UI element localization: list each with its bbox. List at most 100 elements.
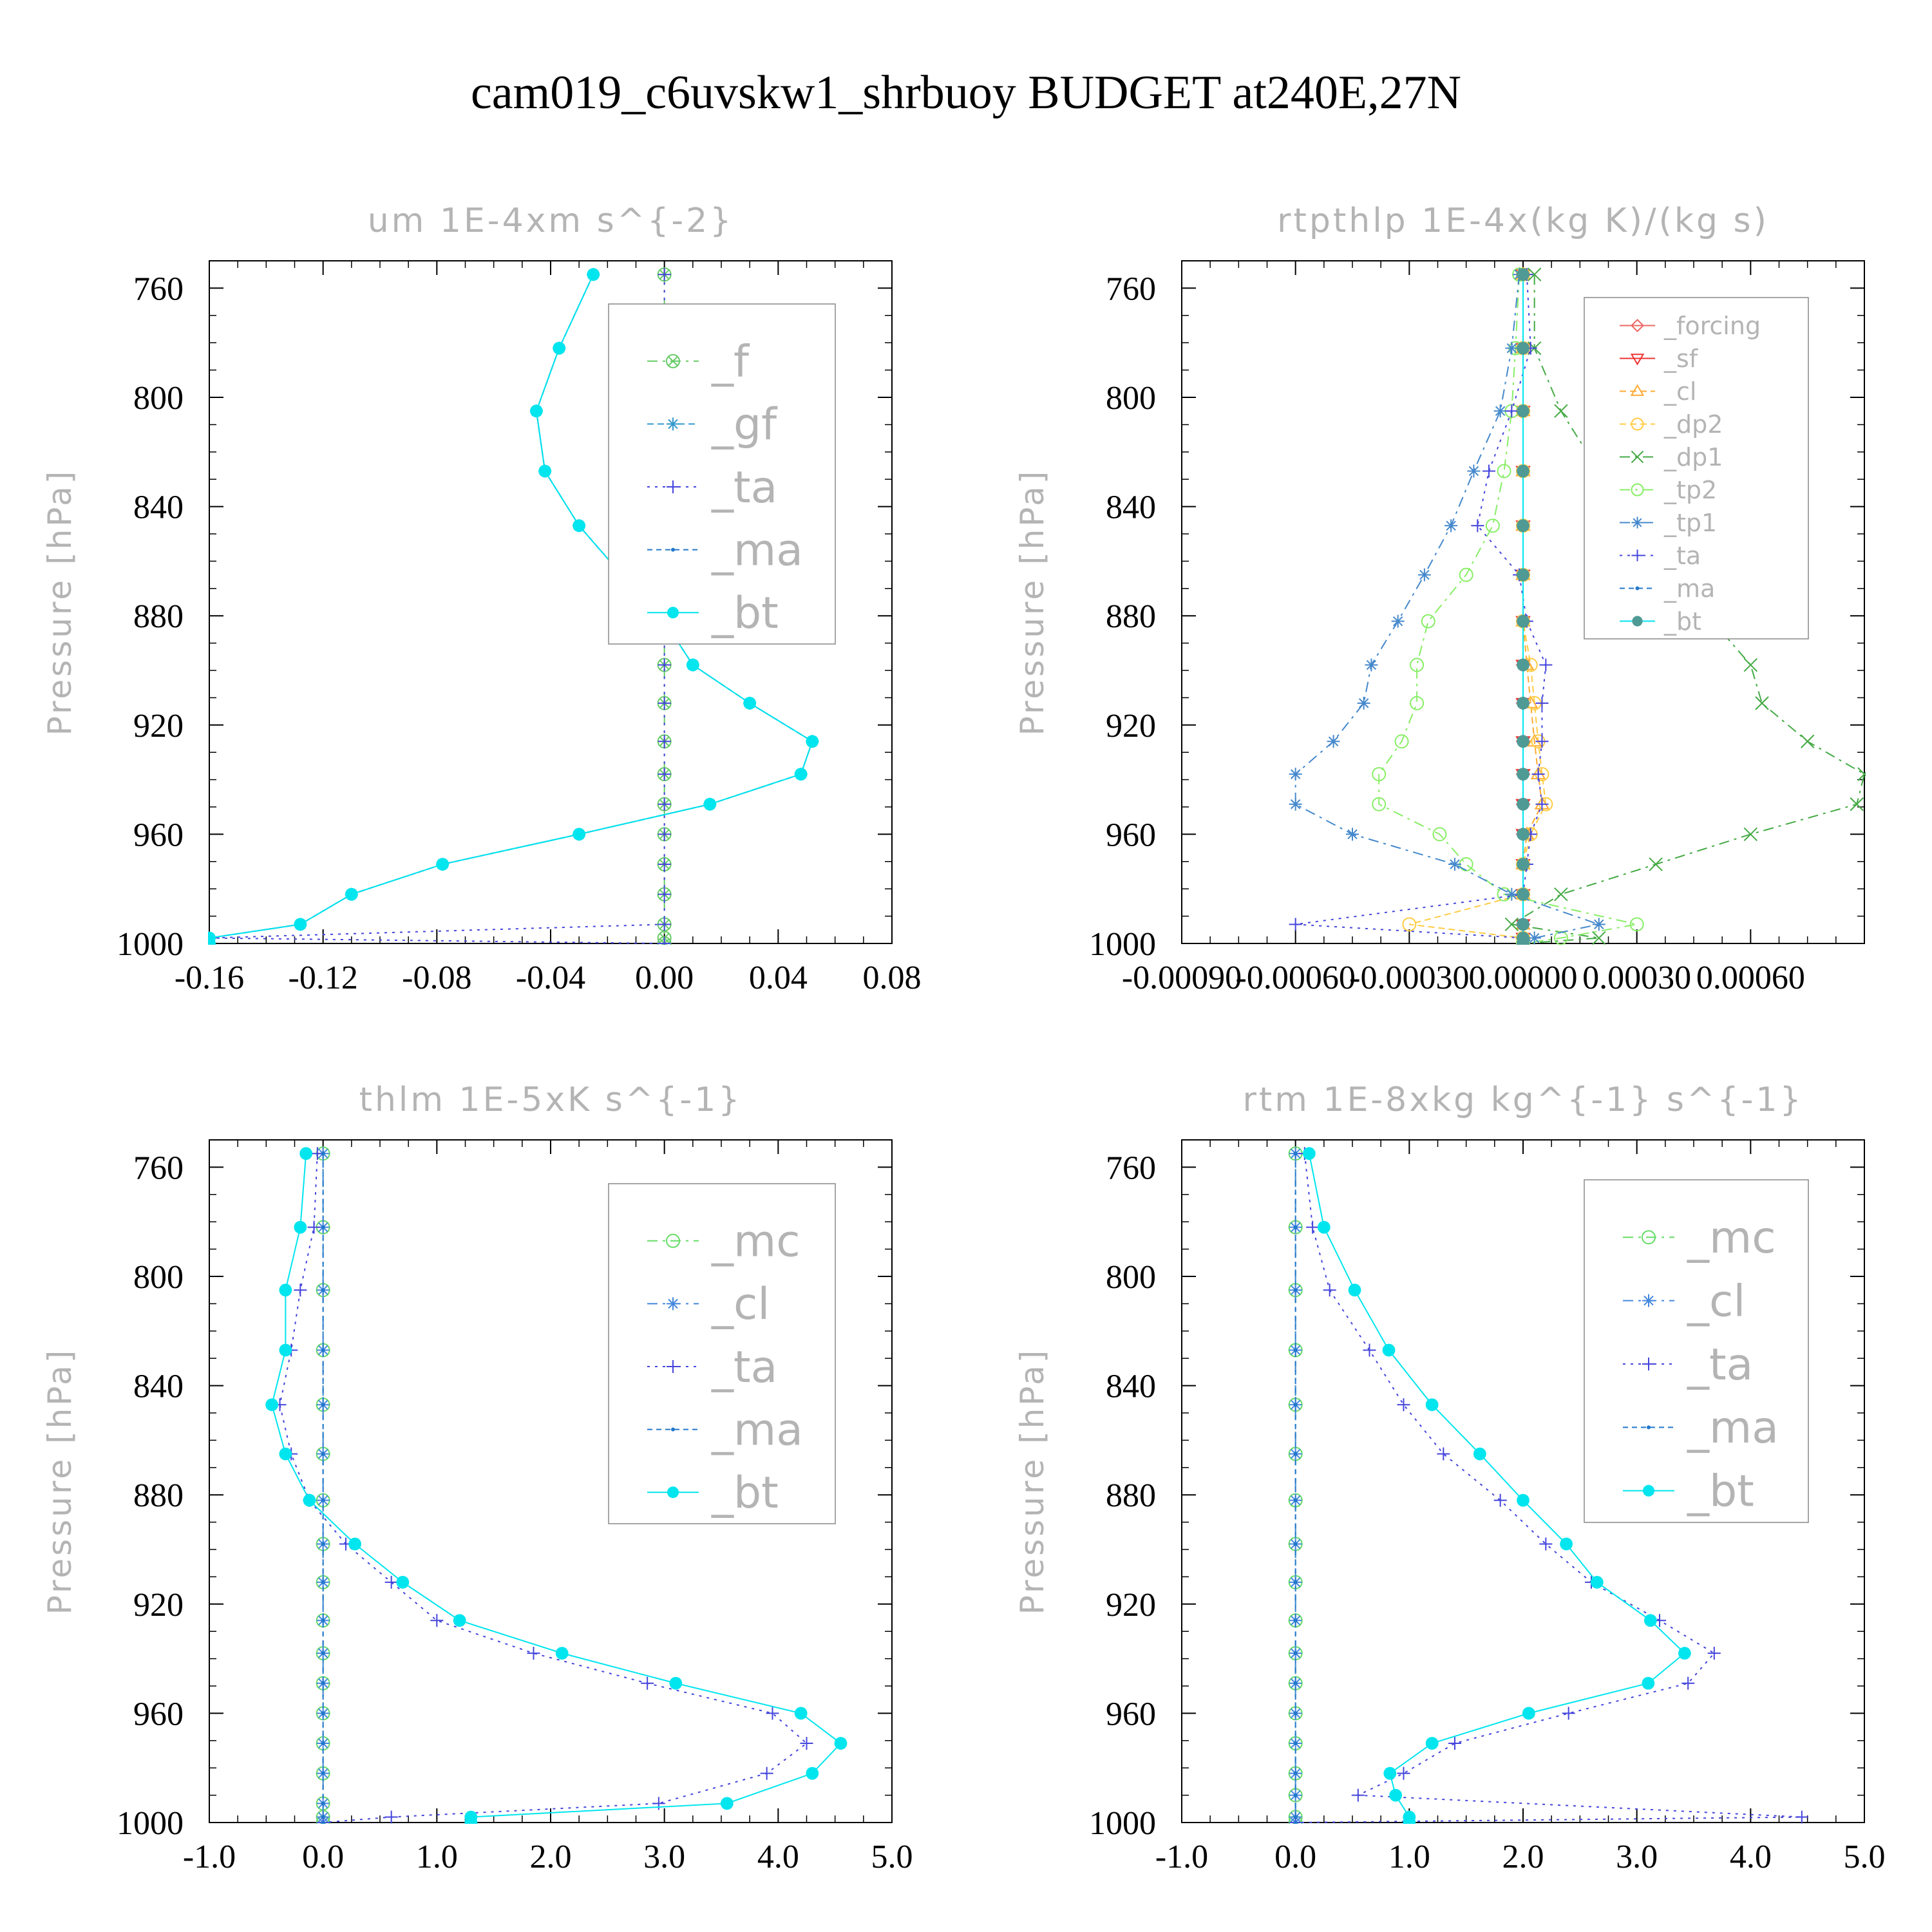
data-point — [1391, 614, 1405, 628]
y-tick-label: 840 — [133, 1368, 184, 1405]
data-point — [1517, 568, 1530, 582]
panel-title: rtm 1E-8xkg kg^{-1} s^{-1} — [1242, 1081, 1803, 1119]
data-point — [321, 1452, 325, 1456]
x-tick-label: 3.0 — [1616, 1839, 1658, 1875]
series-line — [1409, 274, 1547, 943]
legend-entry-bt: _bt — [1623, 1466, 1754, 1517]
legend-marker — [666, 354, 680, 368]
data-point — [555, 1647, 569, 1660]
data-point — [1517, 1493, 1530, 1507]
x-tick-label: -0.04 — [516, 960, 585, 996]
data-point — [1389, 1788, 1403, 1802]
data-point — [1397, 1766, 1410, 1780]
data-point — [1289, 768, 1302, 781]
data-point — [703, 797, 717, 811]
data-point — [1459, 857, 1473, 872]
legend-label: _tp2 — [1663, 476, 1717, 504]
data-point — [1800, 734, 1815, 748]
data-point — [1293, 1151, 1298, 1156]
data-point — [1517, 937, 1530, 945]
data-point — [1643, 1614, 1657, 1627]
data-point — [1432, 827, 1447, 842]
data-point — [279, 1447, 292, 1461]
data-point — [1857, 767, 1866, 781]
legend-label: _f — [711, 337, 750, 388]
data-point — [658, 918, 671, 931]
data-point — [1850, 797, 1864, 811]
data-point — [658, 658, 671, 672]
x-tick-label: 0.00 — [635, 960, 694, 996]
y-tick-label: 1000 — [1089, 1805, 1156, 1842]
data-point — [299, 1147, 313, 1160]
data-point — [766, 1707, 779, 1720]
data-point — [279, 1283, 292, 1297]
data-point — [527, 1647, 540, 1660]
legend-entry-bt: _bt — [1620, 607, 1701, 636]
data-point — [1372, 767, 1387, 782]
legend-marker — [1632, 616, 1643, 627]
legend-entry-cl: _cl — [647, 1279, 770, 1330]
y-tick-label: 920 — [133, 1587, 184, 1624]
figure-title: cam019_c6uvskw1_shrbuoy BUDGET at240E,27… — [471, 66, 1461, 119]
data-point — [436, 858, 450, 871]
data-point — [1410, 658, 1425, 672]
data-point — [641, 1676, 654, 1690]
data-point — [658, 768, 671, 781]
data-point — [1560, 1537, 1573, 1551]
legend-label: _cl — [1663, 377, 1696, 406]
data-point — [538, 464, 552, 478]
x-tick-label: 0.00030 — [1582, 960, 1691, 996]
y-tick-label: 800 — [133, 1259, 184, 1296]
series-ta — [1289, 268, 1553, 945]
data-point — [1562, 1707, 1575, 1720]
data-point — [1293, 1815, 1298, 1819]
panels: um 1E-4xm s^{-2} Pressure [hPa] -0.16 -0.12… — [41, 202, 1886, 1875]
data-point — [658, 828, 671, 841]
data-point — [384, 1575, 398, 1589]
y-tick-label: 840 — [133, 489, 184, 526]
data-point — [1517, 858, 1530, 871]
y-tick-label: 800 — [133, 380, 184, 417]
data-point — [464, 1816, 478, 1824]
legend-entry-gf: _gf — [647, 399, 778, 450]
data-point — [1357, 696, 1370, 710]
data-point — [1289, 918, 1302, 931]
legend-box — [608, 303, 836, 645]
data-point — [834, 1737, 848, 1750]
data-point — [321, 1741, 325, 1746]
data-point — [1590, 1575, 1604, 1589]
legend-entry-cl: _cl — [1623, 1276, 1745, 1327]
data-point — [1459, 567, 1473, 582]
data-point — [1707, 1647, 1721, 1660]
data-point — [321, 1225, 325, 1229]
data-point — [1517, 464, 1530, 478]
data-point — [265, 1398, 279, 1412]
data-point — [1517, 404, 1530, 418]
data-point — [1505, 404, 1519, 418]
data-point — [658, 937, 671, 945]
legend-label: _mc — [1687, 1213, 1776, 1264]
legend-label: _bt — [711, 1468, 779, 1519]
legend: _mc _cl _ta _ma _bt — [608, 1183, 836, 1524]
data-point — [321, 1580, 325, 1584]
legend-entry-sf: _sf — [1620, 345, 1699, 373]
data-point — [1289, 797, 1302, 811]
legend-entry-cl: _cl — [1620, 377, 1696, 406]
x-tick-label: 1.0 — [1388, 1839, 1430, 1875]
data-point — [321, 1618, 325, 1623]
data-point — [1467, 464, 1481, 478]
legend-entry-f: _f — [647, 337, 750, 388]
data-point — [430, 1614, 444, 1627]
data-point — [384, 1810, 398, 1824]
y-tick-label: 920 — [133, 708, 184, 744]
y-axis-label: Pressure [hPa] — [1014, 1348, 1051, 1615]
x-tick-label: -1.0 — [183, 1839, 236, 1875]
series-tp1 — [1289, 268, 1605, 945]
legend-label: _ma — [1663, 574, 1715, 603]
legend-entry-ma: _ma — [1620, 574, 1715, 603]
legend: _forcing _sf _cl _dp2 _dp1 _tp2 _tp1 _ta _ma _bt — [1584, 297, 1809, 639]
x-tick-label: -0.00060 — [1236, 960, 1356, 996]
legend-label: _ta — [711, 1342, 777, 1393]
data-point — [1403, 1816, 1416, 1824]
legend-marker — [671, 1427, 675, 1432]
